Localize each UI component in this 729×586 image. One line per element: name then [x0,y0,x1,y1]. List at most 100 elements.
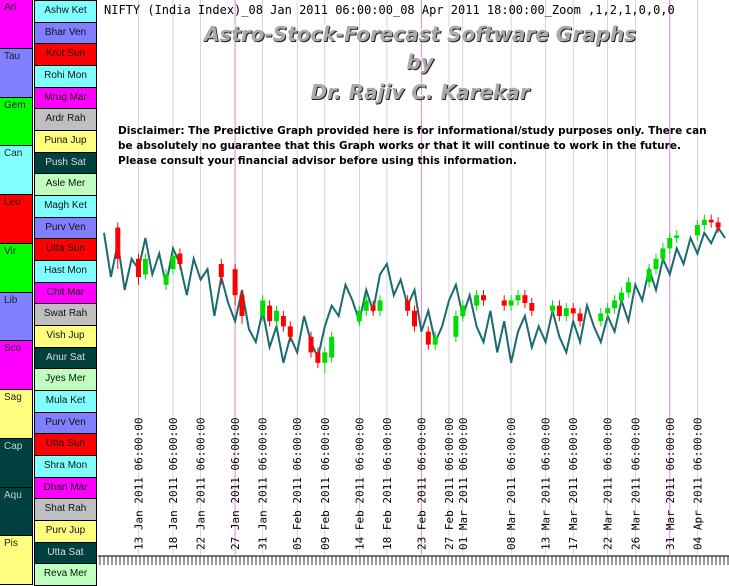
x-tick-label: 14 Feb 2011 06:00:00 [353,418,366,550]
nakshatra-label: Shra Mon [34,455,97,478]
candle-body [556,305,562,316]
candle-body [563,308,569,316]
nakshatra-label: Hast Mon [34,260,97,283]
candle-body [522,295,528,303]
zodiac-sign: Vir [0,243,33,293]
nakshatra-label: Dhan Mar [34,476,97,500]
nakshatra-label: Purv Jup [34,520,97,543]
x-tick-label: 13 Mar 2011 06:00:00 [540,418,553,550]
candle-body [570,308,576,314]
candle-body [363,300,369,311]
nakshatra-label: Push Sat [34,151,97,175]
candle-body [163,274,169,285]
zodiac-sign: Ari [0,0,33,49]
nakshatra-label: Krut Sun [34,43,97,66]
candle-body [274,310,279,322]
candle-body [708,219,714,223]
x-tick-label: 22 Mar 2011 06:00:00 [602,418,615,550]
x-tick-label: 17 Mar 2011 06:00:00 [567,418,580,550]
chart-title: Astro-Stock-Forecast Software Graphs [203,22,637,46]
chart-author: Dr. Rajiv C. Karekar [310,80,530,104]
candle-body [660,248,666,259]
nakshatra-label: Vish Jup [34,325,97,348]
nakshatra-label: Utta Sat [34,541,97,565]
forecast-chart: 13 Jan 2011 06:00:00 18 Jan 2011 06:00:00… [98,0,729,565]
x-tick-label: 27 Feb 2011 06:00:00 [443,418,456,550]
disclaimer-text: Disclaimer: The Predictive Graph provide… [118,125,707,167]
candle-body [405,300,411,311]
candle-body [453,316,459,337]
nakshatra-label: Magh Ket [34,195,97,218]
x-tick-label: 31 Jan 2011 06:00:00 [257,418,270,550]
zodiac-sign: Aqu [0,487,33,537]
candle-body [694,225,700,236]
forecast-line [103,225,726,364]
candle-body [425,331,431,345]
candle-body [674,235,680,238]
nakshatra-label: Purv Ven [34,411,97,435]
x-tick-label: 26 Mar 2011 06:00:00 [629,418,642,550]
candle-body [653,258,659,270]
candle-body [432,336,438,345]
nakshatra-label: Chit Mar [34,281,97,305]
nakshatra-label: Jyes Mer [34,368,97,391]
candle-body [412,310,417,327]
nakshatra-label: Swat Rah [34,303,97,326]
zodiac-sign: Can [0,146,33,195]
candle-body [218,264,224,277]
nakshatra-label: Mula Ket [34,390,97,413]
candle-body [460,305,466,316]
candle-body [619,292,624,301]
nakshatra-label: Rohi Mon [34,65,97,88]
x-tick-label: 22 Jan 2011 06:00:00 [195,418,208,550]
candle-body [550,305,555,311]
candle-body [267,305,273,322]
candle-body [508,300,514,306]
x-tick-label: 04 Apr 2011 06:00:00 [691,418,704,550]
zodiac-sign: Sco [0,341,33,390]
x-tick-label: 31 Mar 2011 06:00:00 [664,418,677,550]
nakshatra-label: Anur Sat [34,346,97,370]
candle-body [329,336,335,358]
x-tick-label: 13 Jan 2011 06:00:00 [133,418,146,550]
zodiac-sign-column: Ari Tau Gem Can Leo Vir Lib Sco Sag Cap Aqu Pis [0,0,34,585]
candle-body [646,269,652,283]
candle-body [501,300,507,306]
x-tick-label: 08 Mar 2011 06:00:00 [505,418,518,550]
zodiac-sign: Tau [0,48,33,98]
x-tick-label: 27 Jan 2011 06:00:00 [229,418,242,550]
candle-body [529,303,535,311]
nakshatra-label: Purv Ven [34,216,97,240]
candle-body [260,300,266,316]
candle-body [356,310,362,322]
nakshatra-label: Reva Mer [34,563,97,586]
zodiac-sign: Gem [0,97,33,147]
candle-body [625,282,631,293]
x-tick-label: 01 Mar 2011 06:00:00 [457,418,470,550]
candle-body [474,295,480,306]
nakshatra-label: Bhar Ven [34,21,97,45]
zodiac-sign: Pis [0,536,33,585]
x-tick-label: 09 Feb 2011 06:00:00 [319,418,332,550]
candle-body [142,258,148,275]
candle-body [598,313,604,322]
candle-body [701,219,707,225]
zodiac-sign: Lib [0,292,33,342]
candle-body [481,295,486,301]
nakshatra-label: Ashw Ket [34,0,97,23]
candle-body [667,238,673,249]
candle-body [612,300,618,309]
x-tick-label: 18 Feb 2011 06:00:00 [381,418,394,550]
candle-body [315,352,321,363]
candle-body [715,222,721,228]
candle-body [115,227,121,259]
candle-body [370,305,376,311]
candle-body [308,336,314,353]
nakshatra-column: Ashw Ket Bhar Ven Krut Sun Rohi Mon Mrug Mar… [34,0,98,586]
nakshatra-label: Ardr Rah [34,108,97,131]
zodiac-sign: Leo [0,195,33,244]
chart-title-by: by [406,50,434,74]
candle-body [136,258,141,277]
zodiac-sign: Sag [0,390,33,439]
candle-body [377,300,383,311]
